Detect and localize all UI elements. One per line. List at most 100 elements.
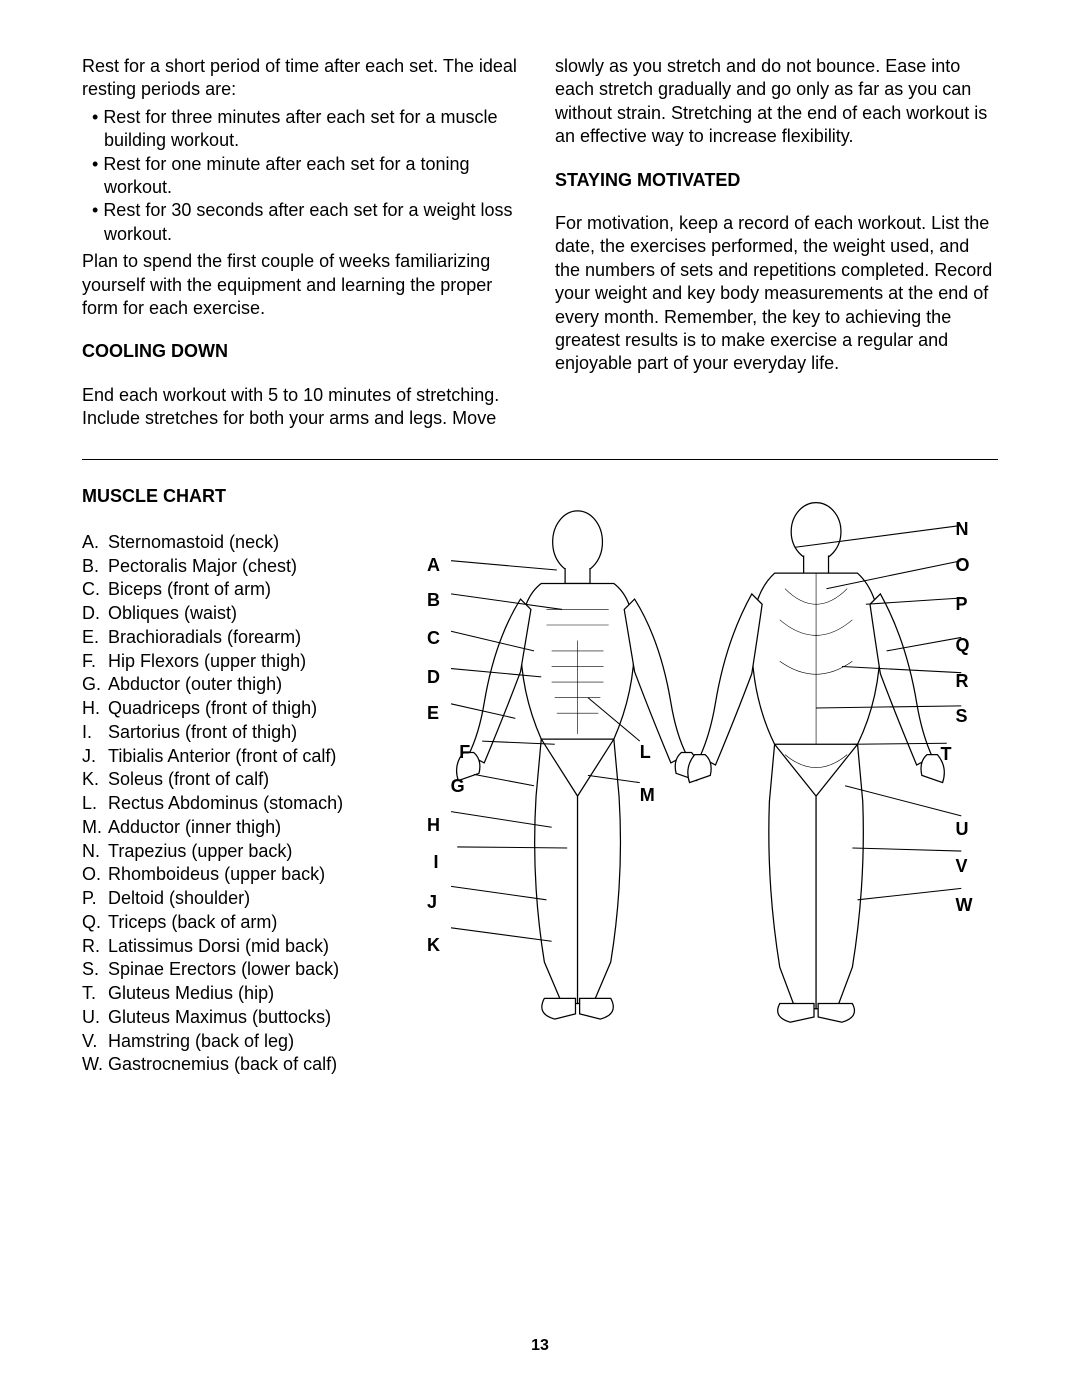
cooling-down-heading: COOLING DOWN	[82, 340, 525, 363]
muscle-letter: F.	[82, 650, 108, 674]
muscle-letter: U.	[82, 1006, 108, 1030]
anatomy-label: N	[955, 518, 968, 541]
muscle-list-item: H.Quadriceps (front of thigh)	[82, 697, 392, 721]
staying-motivated-text: For motivation, keep a record of each wo…	[555, 212, 998, 376]
anatomy-label: O	[955, 554, 969, 577]
muscle-list-item: F.Hip Flexors (upper thigh)	[82, 650, 392, 674]
muscle-list-item: N.Trapezius (upper back)	[82, 840, 392, 864]
stretch-continuation: slowly as you stretch and do not bounce.…	[555, 55, 998, 149]
anatomy-label: F	[459, 741, 470, 764]
text-columns: Rest for a short period of time after ea…	[82, 55, 998, 434]
muscle-name: Trapezius (upper back)	[108, 840, 292, 864]
muscle-letter: N.	[82, 840, 108, 864]
muscle-letter: G.	[82, 673, 108, 697]
cooling-down-text: End each workout with 5 to 10 minutes of…	[82, 384, 525, 431]
muscle-list-item: E.Brachioradials (forearm)	[82, 626, 392, 650]
muscle-name: Obliques (waist)	[108, 602, 237, 626]
muscle-name: Hamstring (back of leg)	[108, 1030, 294, 1054]
muscle-list-item: T.Gluteus Medius (hip)	[82, 982, 392, 1006]
rest-bullet-list: Rest for three minutes after each set fo…	[82, 106, 525, 246]
muscle-list-item: O.Rhomboideus (upper back)	[82, 863, 392, 887]
section-divider	[82, 459, 998, 460]
anatomy-label: H	[427, 814, 440, 837]
muscle-list-item: P.Deltoid (shoulder)	[82, 887, 392, 911]
anatomy-label: E	[427, 702, 439, 725]
muscle-letter: R.	[82, 935, 108, 959]
muscle-name: Latissimus Dorsi (mid back)	[108, 935, 329, 959]
muscle-letter: H.	[82, 697, 108, 721]
muscle-letter: C.	[82, 578, 108, 602]
muscle-name: Hip Flexors (upper thigh)	[108, 650, 306, 674]
right-column: slowly as you stretch and do not bounce.…	[555, 55, 998, 434]
bullet-item: Rest for 30 seconds after each set for a…	[82, 199, 525, 246]
muscle-name: Spinae Erectors (lower back)	[108, 958, 339, 982]
muscle-list-item: C.Biceps (front of arm)	[82, 578, 392, 602]
muscle-letter: T.	[82, 982, 108, 1006]
muscle-letter: L.	[82, 792, 108, 816]
rest-after-text: Plan to spend the first couple of weeks …	[82, 250, 525, 320]
muscle-list-item: A.Sternomastoid (neck)	[82, 531, 392, 555]
muscle-letter: K.	[82, 768, 108, 792]
muscle-name: Biceps (front of arm)	[108, 578, 271, 602]
muscle-name: Sartorius (front of thigh)	[108, 721, 297, 745]
muscle-list-item: W.Gastrocnemius (back of calf)	[82, 1053, 392, 1077]
anatomy-label: G	[451, 775, 465, 798]
muscle-name: Rectus Abdominus (stomach)	[108, 792, 343, 816]
muscle-letter: B.	[82, 555, 108, 579]
anatomy-label: J	[427, 891, 437, 914]
muscle-letter: D.	[82, 602, 108, 626]
muscle-letter: J.	[82, 745, 108, 769]
muscle-letter: P.	[82, 887, 108, 911]
muscle-letter: I.	[82, 721, 108, 745]
anatomy-label: B	[427, 589, 440, 612]
rest-intro: Rest for a short period of time after ea…	[82, 55, 525, 102]
muscle-list-item: D.Obliques (waist)	[82, 602, 392, 626]
anatomy-svg	[412, 485, 992, 1045]
muscle-list-item: J.Tibialis Anterior (front of calf)	[82, 745, 392, 769]
muscle-list-item: K.Soleus (front of calf)	[82, 768, 392, 792]
anatomy-label: I	[433, 851, 438, 874]
anatomy-label: L	[640, 741, 651, 764]
muscle-letter: Q.	[82, 911, 108, 935]
muscle-name: Adductor (inner thigh)	[108, 816, 281, 840]
bullet-item: Rest for one minute after each set for a…	[82, 153, 525, 200]
anatomy-label: P	[955, 593, 967, 616]
muscle-list-item: B.Pectoralis Major (chest)	[82, 555, 392, 579]
muscle-name: Tibialis Anterior (front of calf)	[108, 745, 336, 769]
muscle-list-item: L.Rectus Abdominus (stomach)	[82, 792, 392, 816]
muscle-list-item: Q.Triceps (back of arm)	[82, 911, 392, 935]
muscle-letter: S.	[82, 958, 108, 982]
muscle-chart-section: MUSCLE CHART A.Sternomastoid (neck)B.Pec…	[82, 485, 998, 1077]
muscle-name: Triceps (back of arm)	[108, 911, 277, 935]
muscle-name: Abductor (outer thigh)	[108, 673, 282, 697]
muscle-chart-heading: MUSCLE CHART	[82, 485, 392, 508]
muscle-name: Brachioradials (forearm)	[108, 626, 301, 650]
anatomy-label: A	[427, 554, 440, 577]
anatomy-label: C	[427, 627, 440, 650]
bullet-item: Rest for three minutes after each set fo…	[82, 106, 525, 153]
muscle-name: Pectoralis Major (chest)	[108, 555, 297, 579]
muscle-list-item: U.Gluteus Maximus (buttocks)	[82, 1006, 392, 1030]
muscle-letter: E.	[82, 626, 108, 650]
page-number: 13	[0, 1336, 1080, 1357]
muscle-list-item: R.Latissimus Dorsi (mid back)	[82, 935, 392, 959]
muscle-list-item: I.Sartorius (front of thigh)	[82, 721, 392, 745]
anatomy-label: V	[955, 855, 967, 878]
anatomy-label: K	[427, 934, 440, 957]
staying-motivated-heading: STAYING MOTIVATED	[555, 169, 998, 192]
anatomy-diagram: ABCDEFGHIJKLMNOPQRSTUVW	[412, 485, 998, 1077]
muscle-letter: W.	[82, 1053, 108, 1077]
anatomy-label: S	[955, 705, 967, 728]
anatomy-label: M	[640, 784, 655, 807]
muscle-list-item: S.Spinae Erectors (lower back)	[82, 958, 392, 982]
anatomy-label: U	[955, 818, 968, 841]
muscle-name: Soleus (front of calf)	[108, 768, 269, 792]
anatomy-label: D	[427, 666, 440, 689]
anatomy-label: R	[955, 670, 968, 693]
muscle-letter: V.	[82, 1030, 108, 1054]
muscle-list: A.Sternomastoid (neck)B.Pectoralis Major…	[82, 531, 392, 1077]
anatomy-label: Q	[955, 634, 969, 657]
muscle-list-item: M.Adductor (inner thigh)	[82, 816, 392, 840]
muscle-name: Rhomboideus (upper back)	[108, 863, 325, 887]
muscle-letter: A.	[82, 531, 108, 555]
